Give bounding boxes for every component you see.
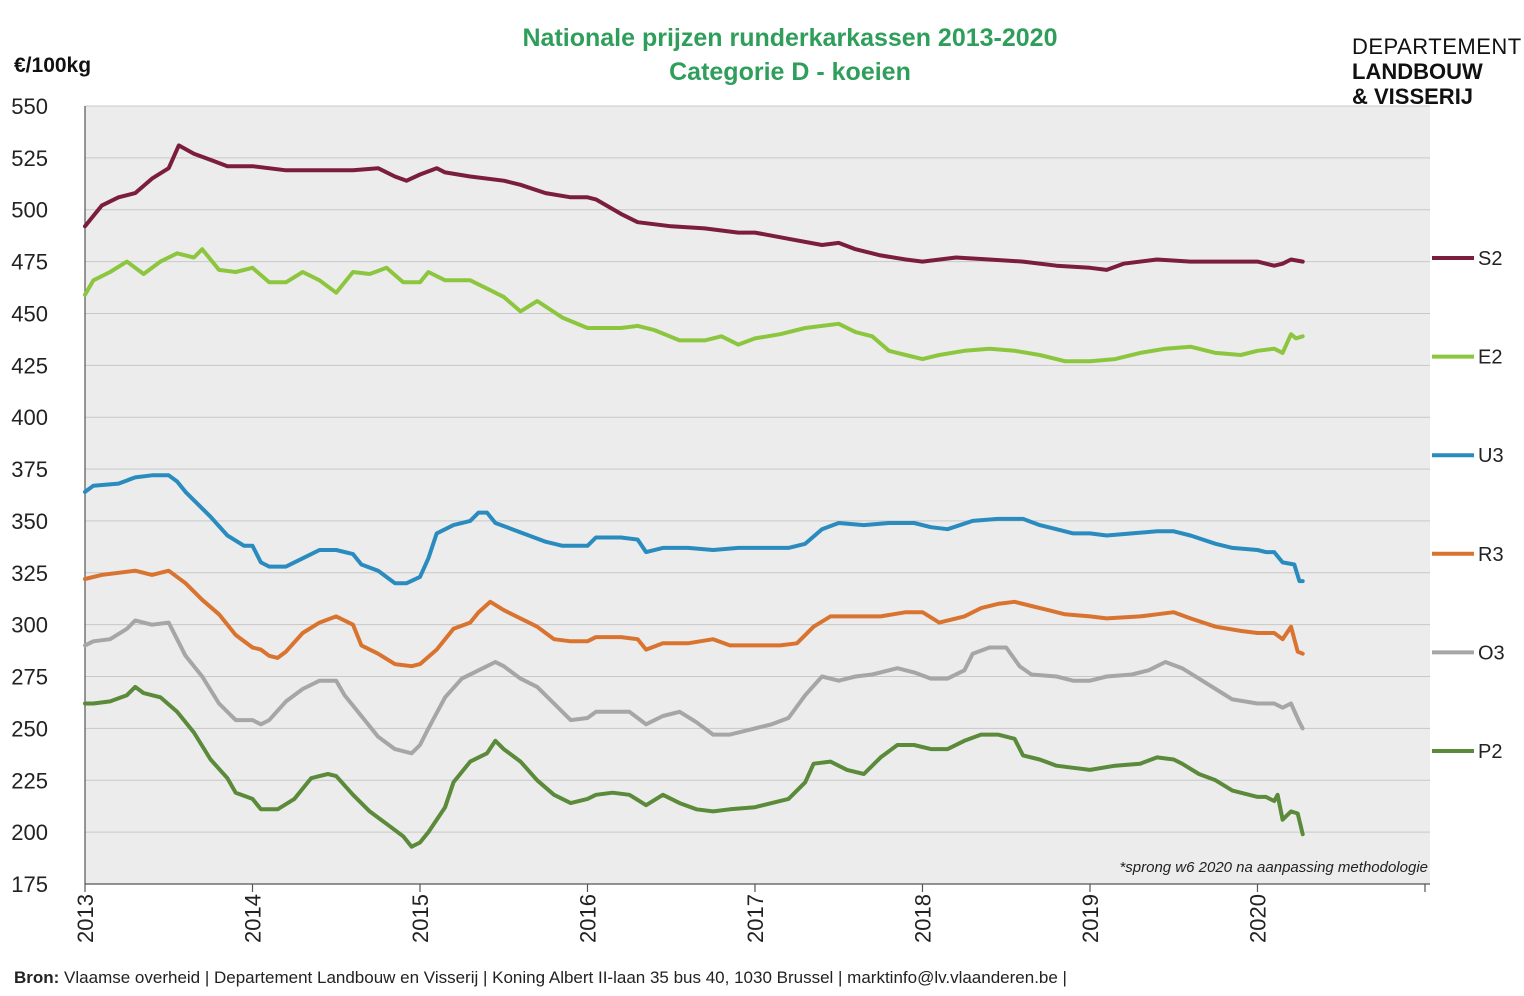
x-tick-label: 2014 [240, 894, 265, 943]
legend-label-R3: R3 [1478, 544, 1504, 566]
axes [84, 106, 1430, 885]
footer-text: Vlaamse overheid | Departement Landbouw … [59, 968, 1067, 987]
series-line-R3 [83, 568, 1305, 669]
y-tick-label: 525 [11, 146, 48, 171]
gridlines [85, 105, 1430, 833]
department-logo: DEPARTEMENT LANDBOUW & VISSERIJ [1352, 34, 1522, 109]
y-tick-label: 325 [11, 561, 48, 586]
chart-title: Nationale prijzen runderkarkassen 2013-2… [522, 24, 1058, 52]
legend: S2 E2 U3 R3 O3 P2 [1432, 248, 1505, 763]
logo-line-3: & VISSERIJ [1352, 84, 1474, 109]
y-tick-label: 250 [11, 716, 48, 741]
series-line-O3 [83, 618, 1305, 756]
series-lines [83, 143, 1305, 849]
y-tick-label: 200 [11, 820, 48, 845]
series-line-U3 [83, 473, 1305, 586]
series-line-P2 [83, 684, 1305, 849]
x-tick-label: 2016 [575, 894, 600, 943]
y-tick-label: 300 [11, 613, 48, 638]
series-line-E2 [83, 247, 1305, 364]
x-tick-label: 2017 [743, 894, 768, 943]
y-axis: 550 525 500 475 450 425 400 375 350 325 300 275 250 2… [11, 94, 48, 897]
y-tick-label: 500 [11, 198, 48, 223]
legend-label-S2: S2 [1478, 248, 1502, 270]
legend-label-E2: E2 [1478, 347, 1502, 369]
legend-label-O3: O3 [1478, 642, 1505, 664]
x-tick-label: 2015 [408, 894, 433, 943]
chart-subtitle: Categorie D - koeien [669, 58, 911, 86]
x-tick-label: 2018 [910, 894, 935, 943]
y-tick-label: 275 [11, 665, 48, 690]
x-tick-label: 2020 [1245, 894, 1270, 943]
y-tick-label: 400 [11, 405, 48, 430]
x-tick-label: 2013 [73, 894, 98, 943]
legend-label-U3: U3 [1478, 445, 1504, 467]
y-tick-label: 550 [11, 94, 48, 119]
plot-area [85, 106, 1430, 884]
y-axis-label: €/100kg [14, 54, 92, 77]
logo-line-2: LANDBOUW [1352, 59, 1483, 84]
x-axis: 2013 2014 2015 2016 2017 2018 2019 2020 [73, 884, 1426, 943]
chart-annotation: *sprong w6 2020 na aanpassing methodolog… [1119, 859, 1428, 876]
footer-label: Bron: [14, 968, 60, 987]
legend-label-P2: P2 [1478, 741, 1502, 763]
y-tick-label: 425 [11, 353, 48, 378]
y-tick-label: 175 [11, 872, 48, 897]
footer-source: Bron: Vlaamse overheid | Departement Lan… [14, 968, 1067, 988]
logo-line-1: DEPARTEMENT [1352, 34, 1522, 59]
y-tick-label: 375 [11, 457, 48, 482]
x-tick-label: 2019 [1078, 894, 1103, 943]
y-tick-label: 350 [11, 509, 48, 534]
y-tick-label: 450 [11, 301, 48, 326]
y-tick-label: 225 [11, 768, 48, 793]
series-line-S2 [83, 143, 1305, 272]
y-tick-label: 475 [11, 250, 48, 275]
